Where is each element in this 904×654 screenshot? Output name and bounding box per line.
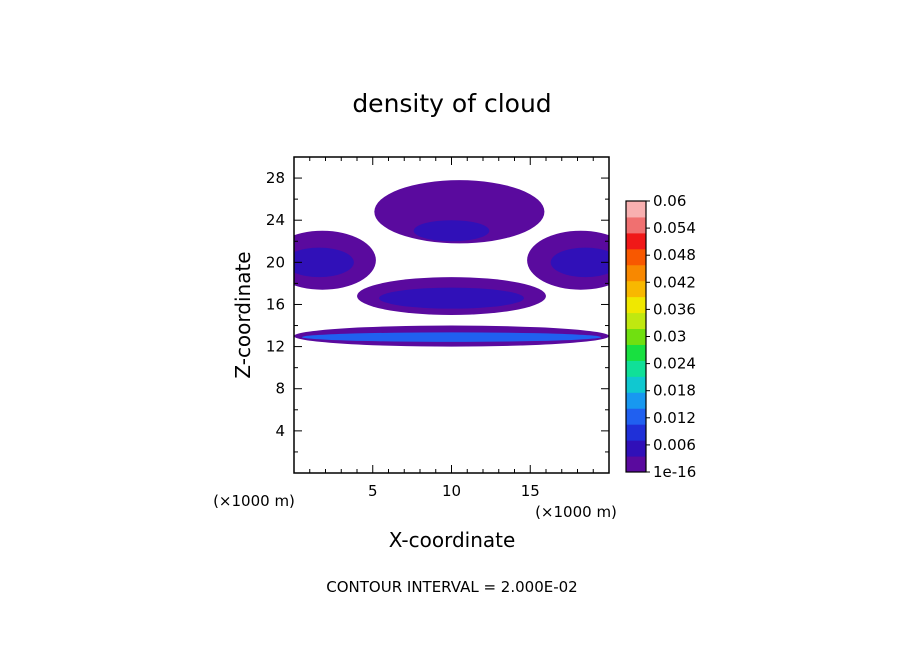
- colorbar-swatch: [626, 376, 646, 393]
- colorbar-label: 1e-16: [653, 463, 696, 481]
- colorbar-label: 0.012: [653, 409, 696, 427]
- contour-region-upper-dome-core: [413, 220, 490, 242]
- colorbar-swatch: [626, 360, 646, 377]
- colorbar-swatch: [626, 440, 646, 457]
- colorbar-label: 0.03: [653, 328, 686, 346]
- x-axis-label: X-coordinate: [389, 528, 516, 552]
- colorbar-swatch: [626, 201, 646, 218]
- colorbar-swatch: [626, 392, 646, 409]
- chart-title: density of cloud: [352, 89, 551, 118]
- colorbar-swatch: [626, 248, 646, 266]
- y-tick-label: 8: [275, 380, 285, 398]
- colorbar-label: 0.018: [653, 382, 696, 400]
- contour-region-left-lobe-core: [294, 247, 354, 278]
- colorbar-swatch: [626, 296, 646, 314]
- x-tick-label: 5: [368, 482, 378, 500]
- y-tick-label: 28: [266, 169, 285, 187]
- colorbar-label: 0.048: [653, 246, 696, 264]
- y-tick-label: 4: [275, 422, 285, 440]
- colorbar-swatch: [626, 408, 646, 425]
- contour-interval-label: CONTOUR INTERVAL = 2.000E-02: [326, 578, 577, 596]
- colorbar-label: 0.06: [653, 192, 686, 210]
- colorbar-swatch: [626, 264, 646, 282]
- colorbar-label: 0.042: [653, 273, 696, 291]
- contour-region-right-lobe-core: [550, 247, 609, 278]
- colorbar-label: 0.036: [653, 300, 696, 318]
- y-axis-label: Z-coordinate: [231, 251, 255, 378]
- colorbar-swatch: [626, 312, 646, 330]
- x-tick-label: 10: [442, 482, 461, 500]
- y-tick-label: 20: [266, 253, 285, 271]
- colorbar-label: 0.054: [653, 219, 696, 237]
- colorbar-swatch: [626, 424, 646, 441]
- x-unit-label-right: (×1000 m): [535, 503, 617, 521]
- colorbar-swatch: [626, 456, 646, 473]
- colorbar-label: 0.024: [653, 355, 696, 373]
- colorbar-label: 0.006: [653, 436, 696, 454]
- colorbar-swatch: [626, 344, 646, 361]
- y-axis: 4 8 12 16 20 24 28: [266, 169, 609, 453]
- x-tick-label: 15: [521, 482, 540, 500]
- density-contours: [294, 180, 609, 347]
- colorbar-swatch: [626, 216, 646, 234]
- colorbar-swatch: [626, 280, 646, 298]
- x-axis: 5 10 15: [309, 157, 594, 500]
- colorbar-swatch: [626, 232, 646, 250]
- colorbar: 0.06 0.054 0.048 0.042 0.036 0.03 0.024 0.018 0.…: [625, 192, 696, 481]
- colorbar-swatch: [626, 328, 646, 345]
- y-tick-label: 12: [266, 338, 285, 356]
- x-unit-label-left: (×1000 m): [213, 492, 295, 510]
- y-tick-label: 16: [266, 295, 285, 313]
- y-tick-label: 24: [266, 211, 285, 229]
- contour-region-middle-band-core: [379, 287, 524, 309]
- contour-region-lower-band-core: [301, 332, 602, 342]
